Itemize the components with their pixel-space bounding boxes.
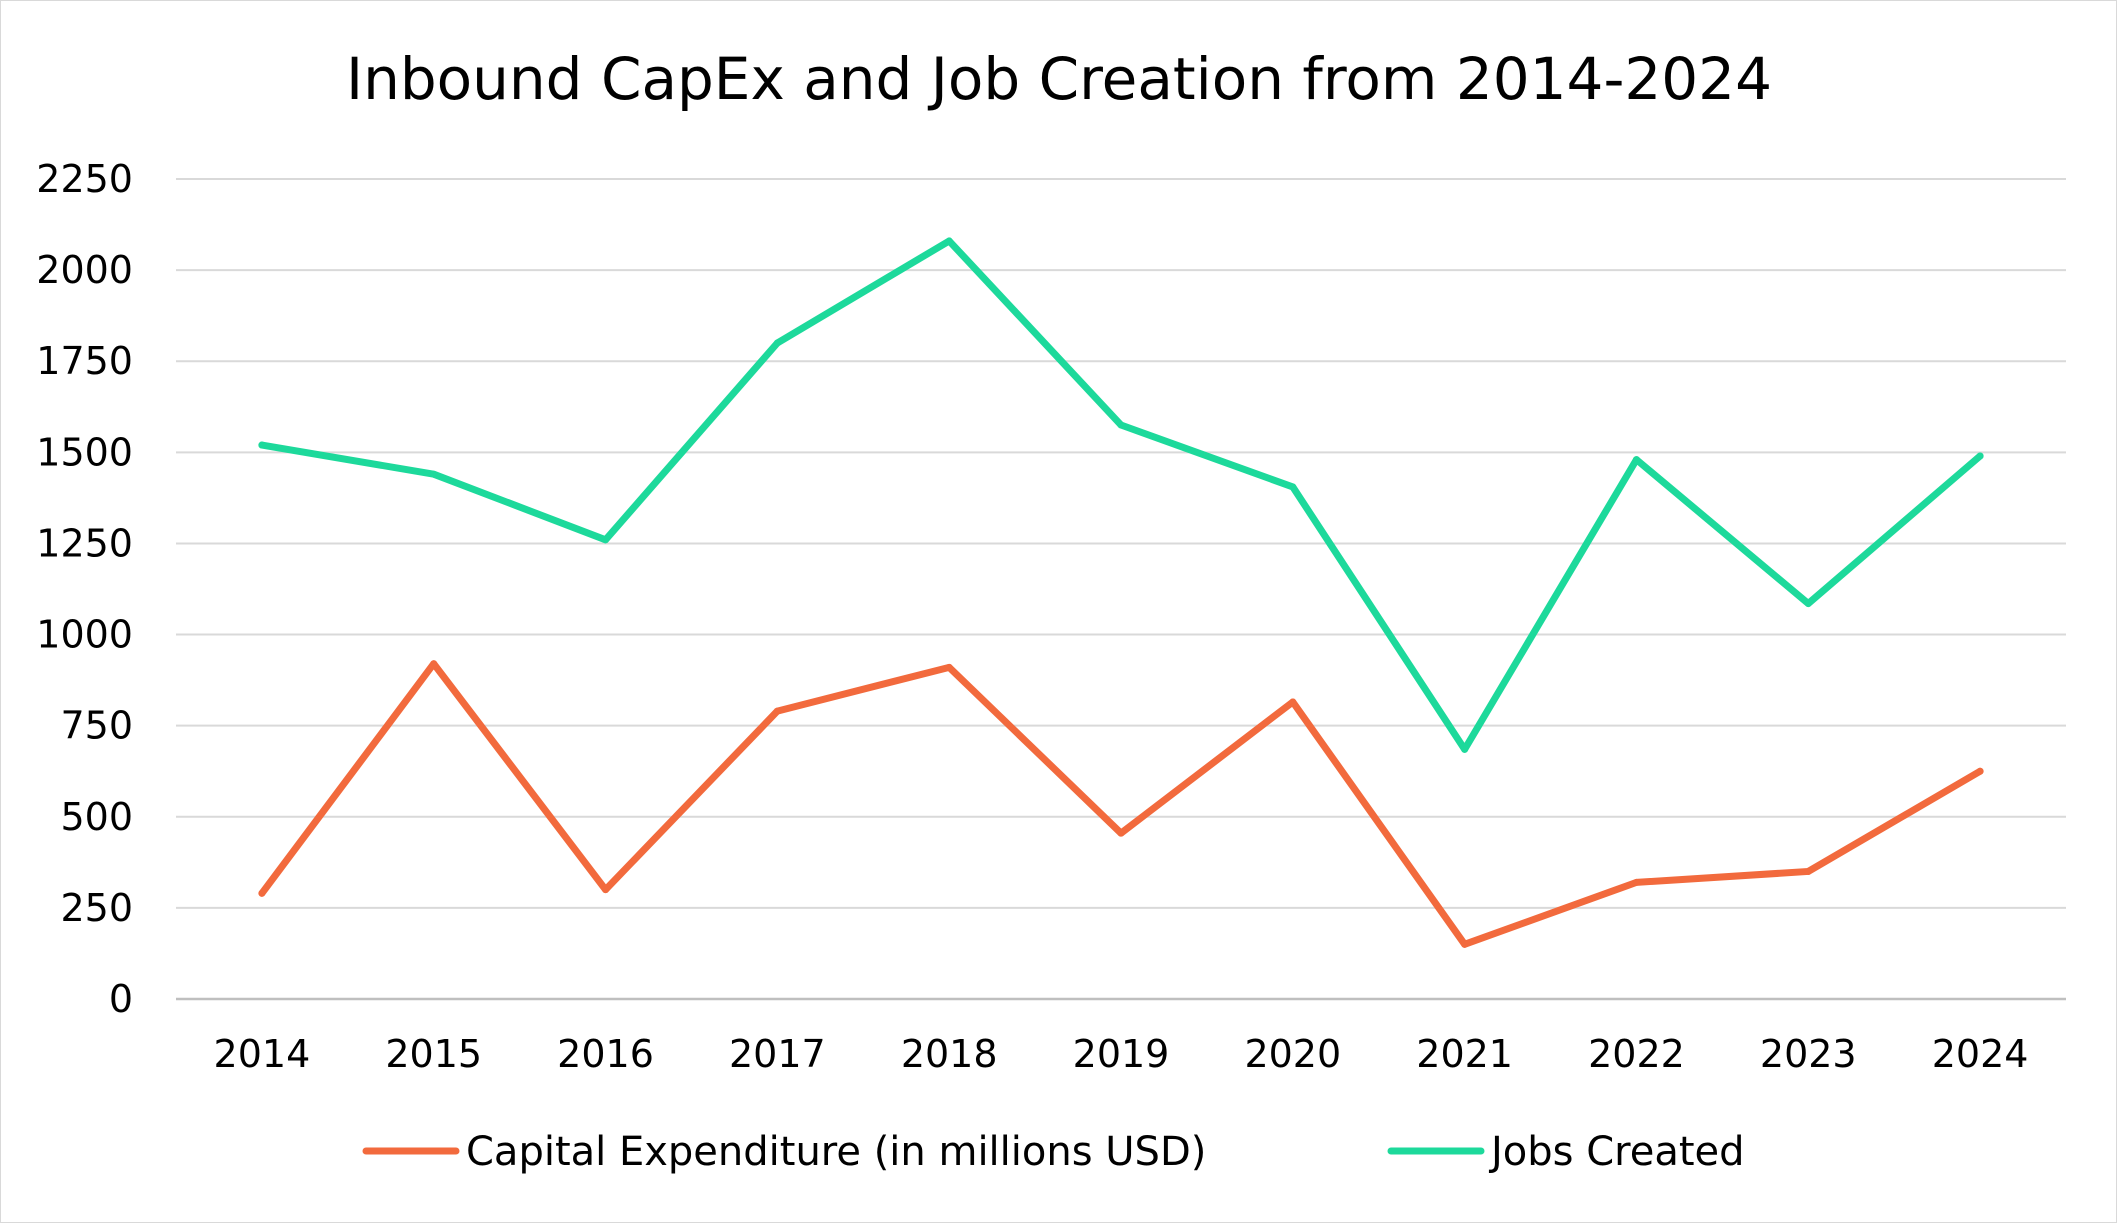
series-lines	[258, 237, 1984, 948]
x-tick-label: 2022	[1588, 1032, 1685, 1076]
x-tick-label: 2023	[1760, 1032, 1857, 1076]
data-point	[1976, 452, 1984, 460]
data-point	[602, 536, 610, 544]
data-point	[1804, 600, 1812, 608]
data-point	[1461, 940, 1469, 948]
data-point	[1289, 483, 1297, 491]
data-point	[258, 441, 266, 449]
data-point	[1117, 829, 1125, 837]
x-tick-label: 2014	[214, 1032, 311, 1076]
y-tick-label: 1000	[36, 613, 133, 657]
data-point	[1804, 867, 1812, 875]
x-tick-label: 2020	[1244, 1032, 1341, 1076]
data-point	[1289, 698, 1297, 706]
data-point	[430, 470, 438, 478]
data-point	[1117, 421, 1125, 429]
legend: Capital Expenditure (in millions USD) Job…	[362, 1129, 1745, 1175]
y-tick-label: 2250	[36, 157, 133, 201]
x-axis-tick-labels: 2014 2015 2016 2017 2018 2019 2020 2021 2022 2023…	[214, 1032, 2029, 1076]
y-tick-label: 1250	[36, 521, 133, 565]
y-tick-label: 750	[60, 704, 133, 748]
data-point	[773, 339, 781, 347]
y-tick-label: 250	[60, 886, 133, 930]
data-point	[1632, 456, 1640, 464]
x-tick-label: 2016	[557, 1032, 654, 1076]
y-axis-tick-labels: 0 250 500 750 1000 1250 1500 1750 2000 2250	[36, 157, 133, 1021]
data-point	[430, 660, 438, 668]
gridlines	[176, 178, 2066, 1001]
series-line-jobs-created	[258, 237, 1984, 753]
x-tick-label: 2018	[901, 1032, 998, 1076]
data-point	[945, 237, 953, 245]
x-tick-label: 2019	[1073, 1032, 1170, 1076]
x-tick-label: 2021	[1416, 1032, 1513, 1076]
x-tick-label: 2024	[1932, 1032, 2029, 1076]
legend-label: Jobs Created	[1488, 1129, 1745, 1175]
y-tick-label: 500	[60, 795, 133, 839]
data-point	[1632, 878, 1640, 886]
data-point	[945, 663, 953, 671]
data-point	[773, 707, 781, 715]
chart-title: Inbound CapEx and Job Creation from 2014…	[346, 45, 1772, 113]
legend-label: Capital Expenditure (in millions USD)	[466, 1129, 1206, 1175]
y-tick-label: 1750	[36, 339, 133, 383]
x-tick-label: 2015	[385, 1032, 482, 1076]
y-tick-label: 1500	[36, 430, 133, 474]
y-tick-label: 0	[109, 977, 133, 1021]
data-point	[1461, 745, 1469, 753]
y-tick-label: 2000	[36, 248, 133, 292]
x-tick-label: 2017	[729, 1032, 826, 1076]
data-point	[258, 889, 266, 897]
data-point	[602, 886, 610, 894]
data-point	[1976, 767, 1984, 775]
series-line-capital-expenditure	[258, 660, 1984, 948]
